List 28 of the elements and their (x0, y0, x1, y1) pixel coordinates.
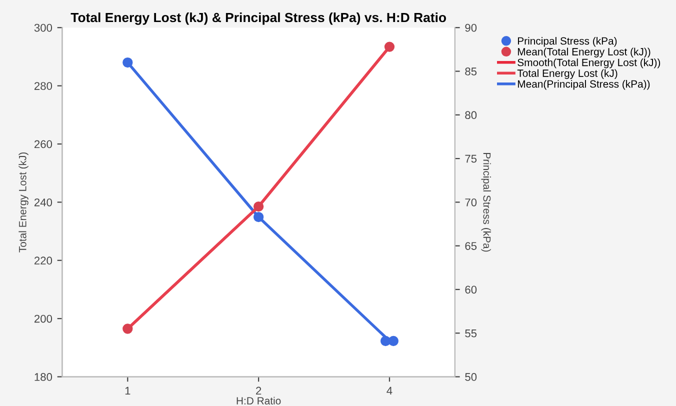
legend-label: Smooth(Total Energy Lost (kJ)) (518, 58, 660, 68)
y2-tick-label: 60 (465, 286, 477, 294)
legend-label: Principal Stress (kPa) (518, 37, 617, 47)
legend-label: Mean(Principal Stress (kPa)) (518, 80, 650, 90)
y2-tick-label: 85 (465, 68, 477, 76)
legend-label: Total Energy Lost (kJ) (517, 69, 618, 79)
y2-axis-title: Principal Stress (kPa) (481, 152, 491, 252)
y2-tick-label: 70 (465, 198, 477, 206)
x-tick-label: 1 (125, 386, 130, 395)
chart-title: Total Energy Lost (kJ) & Principal Stress (kPa) vs. H:D Ratio (70, 12, 446, 25)
x-tick-label: 2 (256, 386, 262, 395)
y2-tick-label: 80 (465, 111, 477, 120)
y2-tick-label: 90 (465, 24, 477, 32)
y-tick-label: 180 (34, 373, 52, 381)
y-tick-label: 300 (34, 24, 52, 32)
y2-tick-label: 75 (465, 154, 477, 163)
y-tick-label: 200 (34, 314, 52, 323)
y2-tick-label: 55 (465, 330, 477, 338)
y2-tick-label: 50 (465, 373, 477, 381)
y2-tick-label: 65 (465, 242, 477, 250)
y-tick-label: 260 (34, 140, 52, 148)
y-axis-title: Total Energy Lost (kJ) (18, 152, 28, 252)
x-tick-label: 4 (386, 386, 392, 395)
y-tick-label: 240 (34, 198, 52, 206)
legend-label: Mean(Total Energy Lost (kJ)) (518, 48, 650, 58)
y-tick-label: 220 (34, 256, 52, 265)
y-tick-label: 280 (34, 82, 52, 90)
x-axis-title: H:D Ratio (236, 396, 281, 404)
